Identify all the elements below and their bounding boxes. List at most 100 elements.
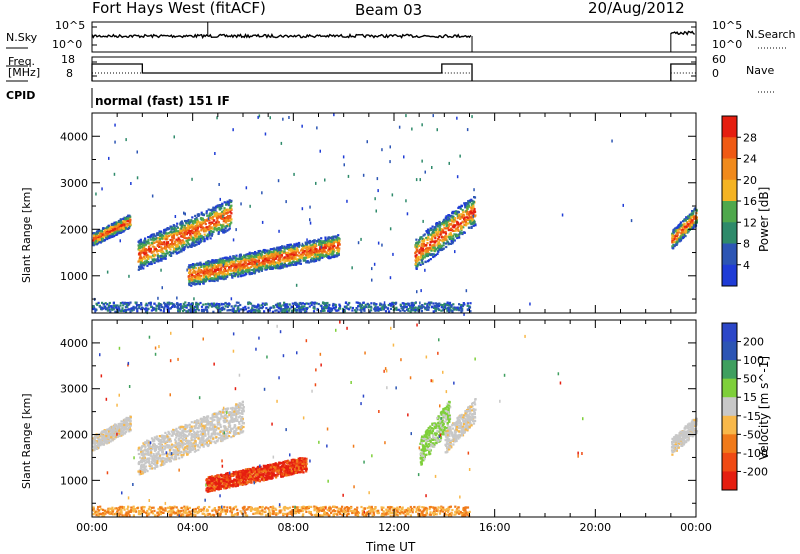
data-cell bbox=[690, 216, 693, 219]
data-cell bbox=[178, 247, 181, 250]
data-cell bbox=[450, 215, 453, 218]
data-cell bbox=[256, 309, 259, 312]
data-cell bbox=[438, 308, 441, 311]
data-cell bbox=[431, 238, 434, 241]
data-cell bbox=[326, 301, 329, 305]
data-cell bbox=[204, 220, 207, 223]
data-cell bbox=[305, 249, 309, 252]
data-cell bbox=[358, 304, 361, 307]
data-cell bbox=[365, 305, 368, 309]
data-cell bbox=[419, 178, 421, 182]
data-cell bbox=[189, 226, 192, 229]
data-cell bbox=[154, 247, 157, 250]
data-cell bbox=[180, 241, 183, 245]
data-cell bbox=[298, 241, 301, 245]
data-cell bbox=[469, 302, 472, 305]
data-cell bbox=[228, 273, 231, 276]
data-cell bbox=[197, 237, 200, 240]
data-cell bbox=[197, 274, 200, 277]
data-cell bbox=[139, 238, 142, 241]
data-cell bbox=[140, 264, 143, 267]
data-cell bbox=[301, 247, 304, 250]
data-cell bbox=[147, 249, 150, 252]
data-cell bbox=[264, 132, 267, 136]
data-cell bbox=[194, 233, 197, 236]
data-cell bbox=[303, 256, 306, 260]
data-cell bbox=[175, 225, 178, 228]
data-cell bbox=[353, 309, 357, 312]
data-cell bbox=[200, 213, 203, 216]
data-cell bbox=[289, 258, 292, 261]
data-cell bbox=[146, 257, 149, 260]
nsky-ticks bbox=[92, 26, 696, 46]
data-cell bbox=[225, 256, 228, 259]
data-cell bbox=[156, 304, 159, 307]
data-cell bbox=[447, 225, 450, 228]
data-cell bbox=[229, 255, 232, 258]
data-cell bbox=[327, 252, 330, 255]
data-cell bbox=[137, 260, 140, 263]
data-cell bbox=[295, 309, 298, 312]
data-cell bbox=[442, 244, 445, 247]
data-cell bbox=[429, 253, 432, 256]
data-cell bbox=[224, 305, 227, 308]
data-cell bbox=[123, 428, 126, 431]
data-cell bbox=[297, 261, 300, 264]
data-cell bbox=[136, 150, 138, 154]
data-cell bbox=[683, 233, 686, 236]
data-cell bbox=[200, 211, 203, 214]
data-cell bbox=[169, 248, 172, 251]
data-cell bbox=[422, 254, 425, 257]
data-cell bbox=[268, 251, 271, 254]
data-cell bbox=[147, 242, 150, 245]
freq-tick-high: 18 bbox=[61, 53, 75, 66]
data-cell bbox=[158, 230, 161, 233]
data-cell bbox=[316, 249, 319, 252]
freq-unit-label: [MHz] bbox=[8, 66, 41, 79]
data-cell bbox=[178, 310, 181, 313]
data-cell bbox=[191, 302, 194, 305]
data-cell bbox=[338, 304, 341, 307]
data-cell bbox=[459, 306, 462, 309]
data-cell bbox=[315, 256, 318, 259]
data-cell bbox=[270, 260, 273, 263]
data-cell bbox=[201, 237, 204, 240]
data-cell bbox=[286, 254, 289, 257]
data-cell bbox=[451, 225, 454, 228]
data-cell bbox=[171, 241, 174, 244]
data-cell bbox=[374, 309, 377, 312]
data-cell bbox=[277, 254, 280, 257]
data-cell bbox=[194, 229, 197, 232]
data-cell bbox=[451, 210, 454, 213]
nsky-trace bbox=[91, 32, 472, 40]
data-cell bbox=[321, 246, 324, 249]
data-cell bbox=[448, 302, 451, 306]
data-cell bbox=[420, 250, 423, 253]
data-cell bbox=[170, 242, 174, 245]
data-cell bbox=[307, 302, 310, 305]
data-cell bbox=[436, 302, 439, 305]
data-cell bbox=[219, 310, 222, 313]
data-cell bbox=[196, 280, 199, 283]
data-cell bbox=[287, 309, 291, 312]
data-cell bbox=[465, 208, 469, 212]
data-cell bbox=[188, 220, 191, 223]
data-cell bbox=[178, 242, 181, 245]
data-cell bbox=[194, 236, 197, 239]
data-cell bbox=[260, 269, 263, 272]
data-cell bbox=[172, 250, 175, 253]
data-cell bbox=[334, 306, 337, 309]
data-cell bbox=[187, 266, 190, 269]
data-cell bbox=[377, 241, 380, 245]
data-cell bbox=[442, 229, 445, 232]
data-cell bbox=[268, 263, 271, 266]
data-cell bbox=[310, 257, 313, 260]
data-cell bbox=[421, 248, 424, 251]
data-cell bbox=[197, 214, 201, 217]
data-cell bbox=[429, 241, 432, 244]
data-cell bbox=[160, 243, 164, 246]
data-cell bbox=[157, 260, 160, 263]
data-cell bbox=[395, 301, 398, 304]
data-cell bbox=[426, 254, 429, 257]
data-cell bbox=[401, 302, 404, 305]
